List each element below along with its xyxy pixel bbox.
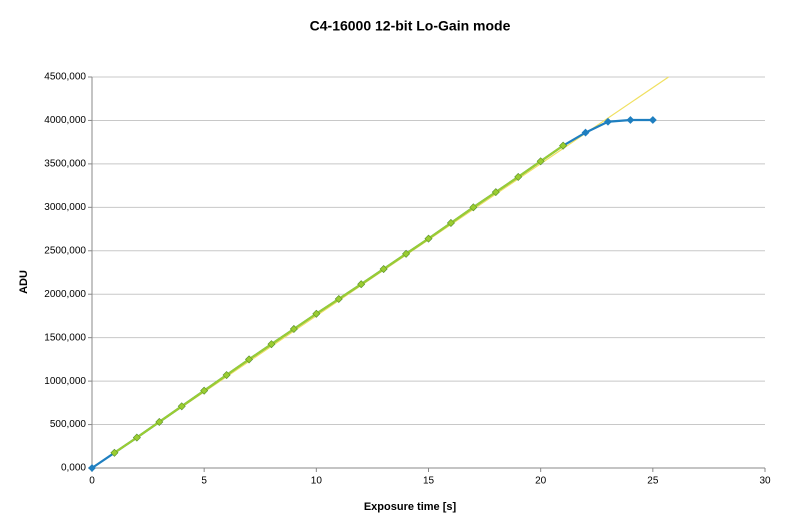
data-point — [379, 265, 388, 273]
data-point — [536, 157, 545, 166]
data-point — [312, 309, 321, 318]
y-tick-label: 0,000 — [61, 463, 86, 474]
data-point — [88, 464, 96, 472]
data-point — [402, 249, 410, 258]
data-point — [491, 188, 500, 197]
y-tick-label: 1000,000 — [44, 376, 86, 387]
data-point — [514, 172, 523, 181]
data-point — [559, 141, 568, 150]
data-point — [155, 418, 164, 426]
y-tick-label: 1500,000 — [44, 332, 86, 343]
data-point — [110, 448, 119, 457]
data-point — [177, 402, 186, 411]
y-tick-label: 4000,000 — [44, 115, 86, 126]
y-tick-label: 3500,000 — [44, 159, 86, 170]
x-tick-label: 0 — [89, 476, 95, 487]
data-point — [334, 295, 343, 303]
data-point — [200, 386, 209, 395]
data-point — [245, 355, 253, 364]
data-point — [447, 219, 455, 227]
data-point — [469, 203, 478, 212]
data-point — [267, 340, 276, 349]
data-point — [604, 117, 612, 126]
x-tick-label: 25 — [647, 476, 659, 487]
y-axis-label: ADU — [18, 270, 30, 294]
data-point — [222, 371, 231, 379]
data-point — [648, 116, 657, 124]
y-tick-label: 500,000 — [50, 419, 87, 430]
x-tick-label: 15 — [423, 476, 435, 487]
y-tick-label: 2500,000 — [44, 245, 86, 256]
data-point — [357, 280, 366, 289]
x-tick-label: 30 — [759, 476, 771, 487]
chart-title: C4-16000 12-bit Lo-Gain mode — [310, 18, 511, 34]
x-tick-label: 5 — [201, 476, 207, 487]
data-point — [626, 116, 635, 124]
data-point — [424, 234, 433, 243]
x-tick-label: 10 — [311, 476, 323, 487]
data-point — [132, 433, 141, 442]
data-point — [289, 325, 298, 333]
data-point — [581, 128, 590, 137]
y-tick-label: 4500,000 — [44, 72, 86, 83]
y-tick-label: 3000,000 — [44, 202, 86, 213]
x-axis-label: Exposure time [s] — [364, 501, 457, 513]
x-tick-label: 20 — [535, 476, 547, 487]
y-tick-label: 2000,000 — [44, 289, 86, 300]
